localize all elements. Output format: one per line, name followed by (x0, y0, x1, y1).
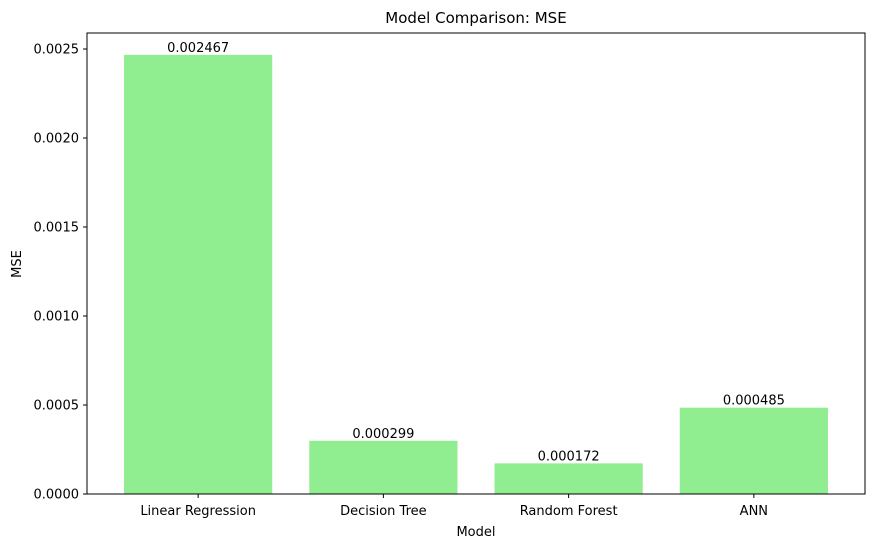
x-tick-label: Decision Tree (340, 504, 427, 519)
y-tick-label: 0.0005 (34, 399, 80, 414)
bar-ann (679, 407, 828, 494)
y-axis-label: MSE (10, 250, 25, 278)
y-tick-label: 0.0000 (34, 488, 80, 503)
bar-value-label: 0.000172 (538, 449, 600, 464)
bar-value-label: 0.000485 (723, 394, 785, 409)
x-tick-label: ANN (740, 504, 768, 519)
plot-area-frame (86, 32, 866, 495)
bar-decision-tree (309, 440, 458, 494)
x-tick-label: Random Forest (520, 504, 618, 519)
bar-random-forest (494, 463, 643, 494)
x-axis-label: Model (456, 525, 495, 540)
y-tick-label: 0.0015 (34, 221, 80, 236)
y-tick-label: 0.0025 (34, 43, 80, 58)
bar-value-label: 0.002467 (167, 41, 229, 56)
x-tick-label: Linear Regression (140, 504, 256, 519)
y-tick-label: 0.0020 (34, 132, 80, 147)
bar-linear-regression (124, 54, 273, 494)
bar-value-label: 0.000299 (352, 427, 414, 442)
y-tick-label: 0.0010 (34, 310, 80, 325)
chart-title: Model Comparison: MSE (385, 9, 566, 27)
